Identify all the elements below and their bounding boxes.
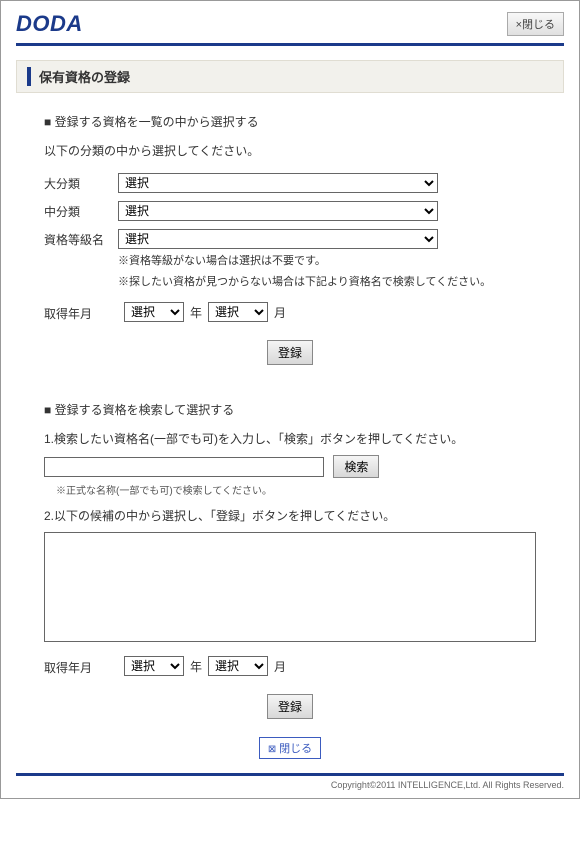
search-row: 検索 [44,455,536,478]
row-major: 大分類 選択 [44,173,536,193]
year-unit1: 年 [190,304,202,321]
row-date2: 取得年月 選択 年 選択 月 [44,656,536,676]
section1-heading: 登録する資格を一覧の中から選択する [44,113,536,130]
select-grade[interactable]: 選択 [118,229,438,249]
logo: DODA [16,11,83,37]
step2-text: 2.以下の候補の中から選択し、「登録」ボタンを押してください。 [44,507,536,524]
row-date1: 取得年月 選択 年 選択 月 [44,302,536,322]
select-month2[interactable]: 選択 [208,656,268,676]
section1-desc: 以下の分類の中から選択してください。 [44,142,536,159]
select-month1[interactable]: 選択 [208,302,268,322]
copyright: Copyright©2011 INTELLIGENCE,Ltd. All Rig… [16,780,564,790]
page-container: DODA ×閉じる 保有資格の登録 登録する資格を一覧の中から選択する 以下の分… [0,0,580,799]
step1-text: 1.検索したい資格名(一部でも可)を入力し、「検索」ボタンを押してください。 [44,430,536,447]
close-button-top[interactable]: ×閉じる [507,12,564,36]
search-note: ※正式な名称(一部でも可)で検索してください。 [56,482,536,497]
year-unit2: 年 [190,658,202,675]
title-bar: 保有資格の登録 [16,60,564,93]
month-unit1: 月 [274,304,286,321]
register-row2: 登録 [44,694,536,719]
select-year1[interactable]: 選択 [124,302,184,322]
label-grade: 資格等級名 [44,229,118,248]
close-button-bottom[interactable]: 閉じる [259,737,321,759]
search-button[interactable]: 検索 [333,455,379,478]
page-title: 保有資格の登録 [27,67,553,86]
search-input[interactable] [44,457,324,477]
close-row: 閉じる [44,737,536,759]
select-major[interactable]: 選択 [118,173,438,193]
select-year2[interactable]: 選択 [124,656,184,676]
select-middle[interactable]: 選択 [118,201,438,221]
label-middle: 中分類 [44,201,118,220]
result-listbox[interactable] [44,532,536,642]
footer-divider [16,773,564,776]
content: 登録する資格を一覧の中から選択する 以下の分類の中から選択してください。 大分類… [16,113,564,759]
grade-note1: ※資格等級がない場合は選択は不要です。 [118,253,536,270]
label-date1: 取得年月 [44,303,118,322]
header-divider [16,43,564,46]
grade-note2: ※探したい資格が見つからない場合は下記より資格名で検索してください。 [118,274,536,291]
register-button2[interactable]: 登録 [267,694,313,719]
section2-heading: 登録する資格を検索して選択する [44,401,536,418]
row-grade: 資格等級名 選択 ※資格等級がない場合は選択は不要です。 ※探したい資格が見つか… [44,229,536,290]
row-middle: 中分類 選択 [44,201,536,221]
register-button1[interactable]: 登録 [267,340,313,365]
register-row1: 登録 [44,340,536,365]
label-major: 大分類 [44,173,118,192]
label-date2: 取得年月 [44,657,118,676]
header: DODA ×閉じる [16,11,564,37]
month-unit2: 月 [274,658,286,675]
